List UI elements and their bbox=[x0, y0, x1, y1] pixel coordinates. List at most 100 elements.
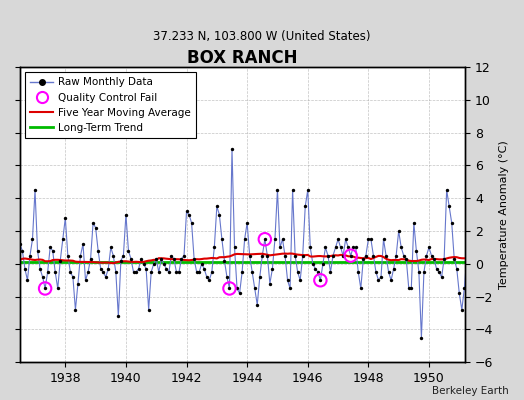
Point bbox=[248, 269, 256, 275]
Point bbox=[281, 252, 289, 259]
Point bbox=[303, 187, 312, 193]
Point bbox=[293, 269, 302, 275]
Point bbox=[364, 236, 373, 242]
Point bbox=[346, 252, 355, 259]
Point bbox=[205, 277, 213, 284]
Point bbox=[389, 266, 398, 272]
Point bbox=[137, 256, 145, 262]
Point bbox=[79, 241, 87, 247]
Point bbox=[362, 252, 370, 259]
Point bbox=[420, 269, 428, 275]
Point bbox=[299, 252, 307, 259]
Point bbox=[412, 248, 421, 254]
Point bbox=[220, 257, 228, 264]
Point bbox=[288, 187, 297, 193]
Point bbox=[127, 256, 135, 262]
Point bbox=[89, 220, 97, 226]
Point bbox=[435, 269, 443, 275]
Point bbox=[344, 244, 352, 251]
Point bbox=[96, 266, 105, 272]
Point bbox=[367, 236, 375, 242]
Point bbox=[91, 224, 100, 231]
Point bbox=[81, 277, 90, 284]
Point bbox=[119, 252, 128, 259]
Point bbox=[430, 256, 438, 262]
Point bbox=[71, 306, 80, 313]
Point bbox=[414, 269, 423, 275]
Point bbox=[102, 274, 110, 280]
Point bbox=[329, 252, 337, 259]
Point bbox=[112, 269, 120, 275]
Point bbox=[258, 252, 267, 259]
Point bbox=[260, 236, 269, 242]
Legend: Raw Monthly Data, Quality Control Fail, Five Year Moving Average, Long-Term Tren: Raw Monthly Data, Quality Control Fail, … bbox=[25, 72, 196, 138]
Point bbox=[316, 277, 324, 284]
Point bbox=[56, 257, 64, 264]
Point bbox=[31, 187, 39, 193]
Point bbox=[61, 215, 70, 221]
Point bbox=[488, 220, 496, 226]
Point bbox=[233, 285, 241, 292]
Point bbox=[260, 236, 269, 242]
Point bbox=[417, 334, 425, 341]
Point bbox=[94, 248, 102, 254]
Point bbox=[382, 252, 390, 259]
Point bbox=[321, 244, 330, 251]
Point bbox=[357, 285, 365, 292]
Point bbox=[235, 290, 244, 296]
Point bbox=[69, 274, 77, 280]
Point bbox=[167, 252, 176, 259]
Point bbox=[160, 261, 168, 267]
Point bbox=[18, 248, 27, 254]
Point bbox=[359, 256, 367, 262]
Point bbox=[339, 252, 347, 259]
Point bbox=[175, 269, 183, 275]
Point bbox=[402, 256, 410, 262]
Text: Berkeley Earth: Berkeley Earth bbox=[432, 386, 508, 396]
Point bbox=[470, 203, 478, 210]
Point bbox=[286, 285, 294, 292]
Point bbox=[493, 220, 501, 226]
Title: BOX RANCH: BOX RANCH bbox=[188, 49, 298, 67]
Point bbox=[478, 334, 486, 341]
Point bbox=[427, 252, 435, 259]
Point bbox=[225, 285, 234, 292]
Point bbox=[241, 236, 249, 242]
Point bbox=[43, 269, 52, 275]
Point bbox=[256, 274, 264, 280]
Point bbox=[518, 195, 524, 202]
Point bbox=[326, 269, 335, 275]
Point bbox=[213, 203, 221, 210]
Point bbox=[273, 187, 281, 193]
Point bbox=[46, 244, 54, 251]
Point bbox=[182, 208, 191, 214]
Point bbox=[425, 244, 433, 251]
Point bbox=[59, 236, 67, 242]
Point bbox=[203, 274, 211, 280]
Point bbox=[266, 280, 274, 287]
Point bbox=[157, 256, 166, 262]
Point bbox=[374, 277, 383, 284]
Point bbox=[84, 269, 92, 275]
Point bbox=[51, 269, 59, 275]
Point bbox=[457, 306, 466, 313]
Point bbox=[496, 256, 504, 262]
Point bbox=[210, 244, 219, 251]
Y-axis label: Temperature Anomaly (°C): Temperature Anomaly (°C) bbox=[499, 140, 509, 289]
Point bbox=[231, 244, 239, 251]
Point bbox=[41, 285, 49, 292]
Point bbox=[455, 290, 464, 296]
Point bbox=[331, 244, 340, 251]
Point bbox=[185, 212, 193, 218]
Point bbox=[392, 252, 400, 259]
Point bbox=[372, 269, 380, 275]
Point bbox=[117, 257, 125, 264]
Point bbox=[49, 248, 57, 254]
Point bbox=[271, 236, 279, 242]
Point bbox=[134, 266, 143, 272]
Point bbox=[223, 274, 231, 280]
Point bbox=[377, 274, 385, 280]
Point bbox=[142, 266, 150, 272]
Point bbox=[483, 244, 492, 251]
Point bbox=[379, 236, 388, 242]
